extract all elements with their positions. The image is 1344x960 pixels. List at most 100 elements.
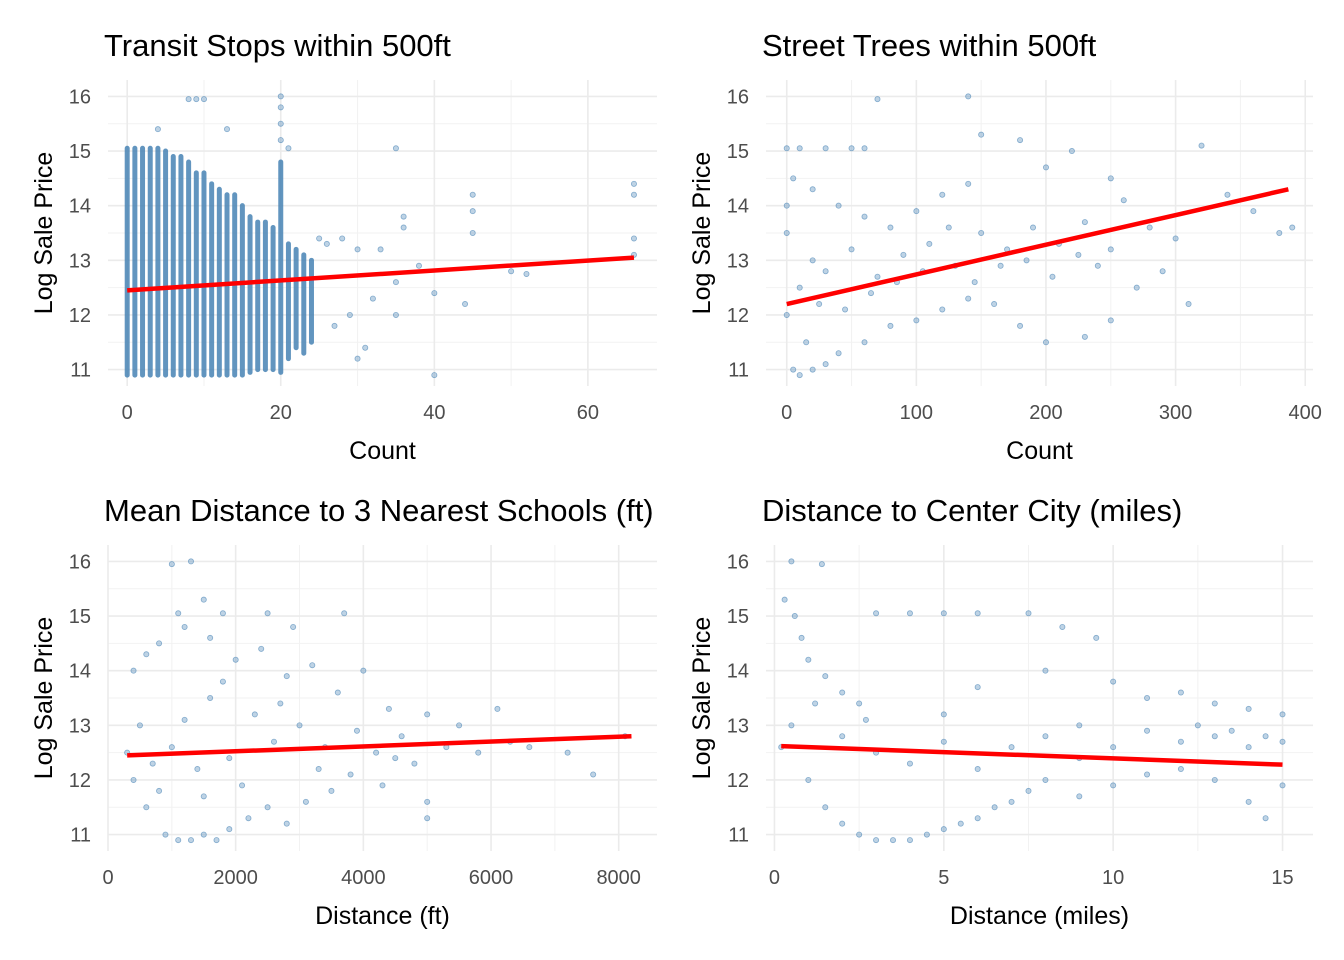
data-point (991, 804, 998, 811)
y-tick-label: 16 (69, 86, 91, 108)
x-tick-label: 40 (423, 402, 445, 424)
data-point (226, 826, 233, 833)
data-point (796, 145, 803, 152)
data-point (392, 145, 399, 152)
data-point (400, 224, 407, 231)
data-point (940, 711, 947, 718)
data-point (856, 700, 863, 707)
data-point (848, 145, 855, 152)
data-point (1276, 229, 1283, 236)
data-point (1025, 787, 1032, 794)
data-point (945, 224, 952, 231)
data-point (431, 372, 438, 379)
data-point (270, 738, 277, 745)
data-point (1049, 273, 1056, 280)
data-point (861, 213, 868, 220)
data-point (1177, 738, 1184, 745)
data-point (839, 689, 846, 696)
data-point (194, 766, 201, 773)
regression-line (786, 187, 1289, 307)
data-point (377, 246, 384, 253)
data-point (874, 96, 881, 103)
x-tick-label: 8000 (596, 867, 641, 889)
data-point (926, 240, 933, 247)
data-point (861, 145, 868, 152)
data-point (353, 727, 360, 734)
data-point (207, 634, 214, 641)
data-point (822, 145, 829, 152)
data-point (1110, 782, 1117, 789)
data-point (1042, 164, 1049, 171)
data-point (991, 301, 998, 308)
data-point (997, 262, 1004, 269)
data-point (974, 766, 981, 773)
data-point (1023, 257, 1030, 264)
x-tick-label: 4000 (341, 867, 386, 889)
data-point (790, 175, 797, 182)
data-point (783, 202, 790, 209)
x-tick-label: 6000 (469, 867, 514, 889)
data-point (251, 711, 258, 718)
data-point (245, 815, 252, 822)
y-tick-label: 15 (69, 606, 91, 628)
data-point (564, 749, 571, 756)
data-point (200, 96, 207, 103)
data-point (1245, 744, 1252, 751)
data-point (400, 213, 407, 220)
data-point (1177, 689, 1184, 696)
data-point (906, 610, 913, 617)
data-point (590, 771, 597, 778)
data-point (965, 180, 972, 187)
y-tick-label: 13 (727, 250, 749, 272)
data-point (783, 311, 790, 318)
data-point (1017, 137, 1024, 144)
data-point (354, 246, 361, 253)
data-point (373, 749, 380, 756)
x-tick-label: 300 (1159, 402, 1192, 424)
data-point (143, 804, 150, 811)
data-point (965, 93, 972, 100)
data-point (508, 268, 515, 275)
data-point (1159, 268, 1166, 275)
x-tick-label: 2000 (213, 867, 258, 889)
data-point (873, 837, 880, 844)
data-point (239, 782, 246, 789)
y-tick-label: 11 (728, 825, 749, 847)
data-point (923, 831, 930, 838)
data-point (862, 716, 869, 723)
data-point (1211, 700, 1218, 707)
data-point (1094, 262, 1101, 269)
data-point (974, 684, 981, 691)
regression-line (127, 734, 632, 758)
data-point (803, 339, 810, 346)
data-point (842, 306, 849, 313)
data-point (790, 366, 797, 373)
data-point (1211, 733, 1218, 740)
data-point (456, 722, 463, 729)
x-tick-label: 60 (577, 402, 599, 424)
panel-title: Mean Distance to 3 Nearest Schools (ft) (104, 493, 654, 528)
y-tick-label: 16 (69, 551, 91, 573)
y-tick-label: 12 (727, 770, 749, 792)
data-point (283, 673, 290, 680)
data-point (1081, 333, 1088, 340)
data-point (818, 561, 825, 568)
data-point (1110, 678, 1117, 685)
data-point (277, 120, 284, 127)
data-point (1245, 705, 1252, 712)
data-point (1144, 695, 1151, 702)
data-point (328, 787, 335, 794)
x-tick-label: 100 (900, 402, 933, 424)
x-tick-label: 0 (769, 867, 780, 889)
y-tick-label: 15 (69, 141, 91, 163)
data-point (1224, 191, 1231, 198)
data-point (334, 689, 341, 696)
data-point (411, 760, 418, 767)
y-tick-label: 16 (727, 551, 749, 573)
data-point (816, 301, 823, 308)
data-point (264, 804, 271, 811)
data-point (193, 96, 200, 103)
data-point (1144, 771, 1151, 778)
data-point (873, 610, 880, 617)
